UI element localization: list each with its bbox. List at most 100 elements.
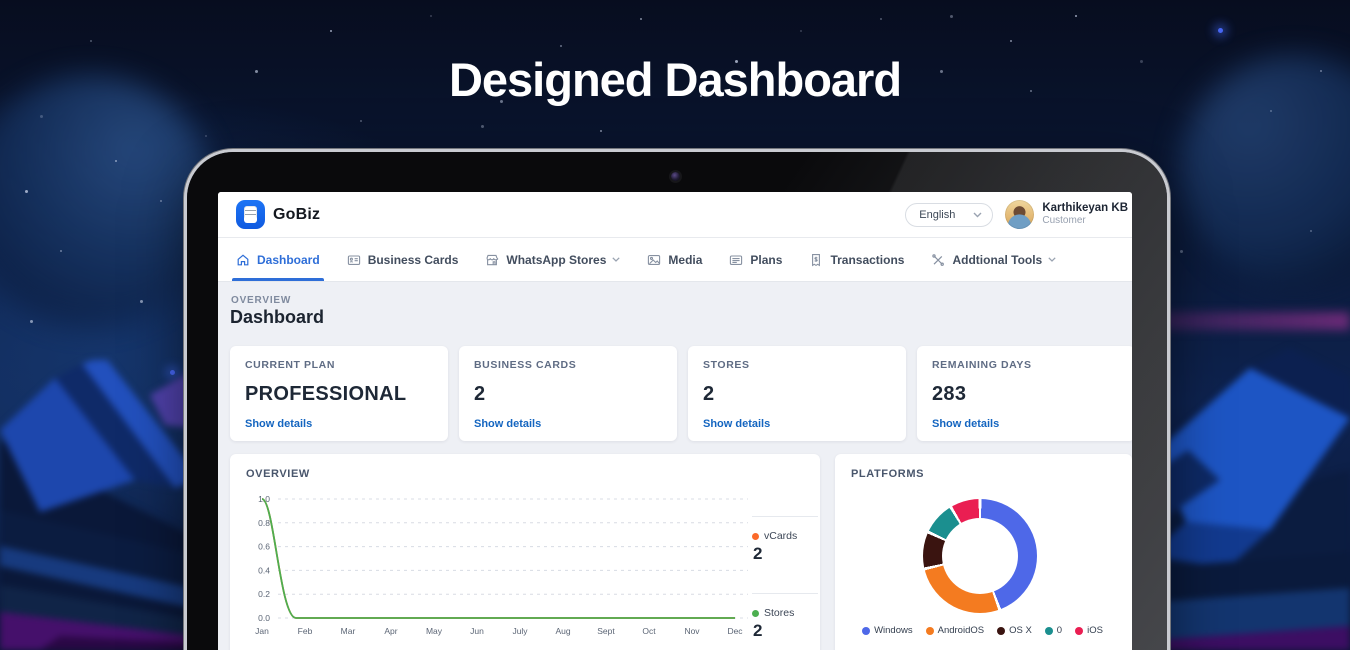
chevron-down-icon <box>1048 257 1056 262</box>
stat-card-remaining-days: REMAINING DAYS 283 Show details <box>917 346 1132 441</box>
legend-item-stores: Stores 2 <box>752 593 818 641</box>
stat-label: STORES <box>703 359 750 371</box>
plans-card-icon <box>729 253 743 267</box>
nav-item-business-cards[interactable]: Business Cards <box>347 238 459 281</box>
home-icon <box>236 253 250 267</box>
legend-label: 0 <box>1056 625 1063 636</box>
mountains-left <box>0 360 210 650</box>
nav-item-media[interactable]: Media <box>647 238 702 281</box>
avatar <box>1005 200 1035 229</box>
legend-label: OS X <box>1009 625 1032 636</box>
stat-value: 283 <box>932 383 967 405</box>
svg-text:Mar: Mar <box>341 626 356 636</box>
legend-label: iOS <box>1087 625 1103 636</box>
stat-value: PROFESSIONAL <box>245 383 407 405</box>
planet-right <box>1180 55 1350 285</box>
image-icon <box>647 253 661 267</box>
nav-item-label: Addtional Tools <box>952 252 1043 267</box>
stat-label: REMAINING DAYS <box>932 359 1032 371</box>
main-nav: Dashboard Business Cards WhatsApp Stores Me… <box>218 238 1132 282</box>
svg-text:Jan: Jan <box>255 626 269 636</box>
legend-dot <box>862 626 871 635</box>
show-details-link[interactable]: Show details <box>932 418 1000 430</box>
show-details-link[interactable]: Show details <box>245 418 313 430</box>
user-name: Karthikeyan KB <box>1042 202 1128 215</box>
legend-label: Stores <box>764 607 795 619</box>
legend-label: Windows <box>874 625 913 636</box>
platforms-chart-card: PLATFORMS Windows AndroidOS OS X 0 iOS <box>835 454 1132 650</box>
business-card-icon <box>347 253 361 267</box>
stat-card-current-plan: CURRENT PLAN PROFESSIONAL Show details <box>230 346 448 441</box>
donut-legend-item-windows: Windows <box>862 625 913 636</box>
nav-item-label: WhatsApp Stores <box>506 252 607 267</box>
svg-text:0.4: 0.4 <box>258 565 270 575</box>
dashboard-screen: GoBiz English Karthikeyan KB Customer Da… <box>218 192 1132 650</box>
legend-dot <box>1044 626 1053 635</box>
nav-item-dashboard[interactable]: Dashboard <box>232 238 324 281</box>
nav-item-label: Media <box>668 252 703 267</box>
language-value: English <box>919 208 956 221</box>
svg-text:Nov: Nov <box>684 626 700 636</box>
stats-row: CURRENT PLAN PROFESSIONAL Show details BUSI… <box>230 346 1132 441</box>
legend-dot <box>1075 626 1084 635</box>
mountains-right <box>1128 348 1350 650</box>
page-eyebrow: OVERVIEW <box>231 295 292 306</box>
nav-item-label: Business Cards <box>367 252 459 267</box>
legend-item-vcards: vCards 2 <box>752 516 818 564</box>
show-details-link[interactable]: Show details <box>703 418 771 430</box>
svg-text:1.0: 1.0 <box>258 494 270 504</box>
legend-label: vCards <box>764 530 798 542</box>
tools-icon <box>931 253 945 267</box>
donut-legend-item-0: 0 <box>1044 625 1063 636</box>
svg-text:May: May <box>426 626 443 636</box>
svg-text:Sept: Sept <box>597 626 615 636</box>
legend-value: 2 <box>753 621 763 640</box>
nav-item-label: Dashboard <box>257 252 320 267</box>
svg-text:Apr: Apr <box>384 626 397 636</box>
svg-text:Feb: Feb <box>298 626 313 636</box>
svg-text:Jun: Jun <box>470 626 484 636</box>
gobiz-logo-icon <box>236 200 265 229</box>
main-content: OVERVIEW Dashboard CURRENT PLAN PROFESSIO… <box>218 282 1132 650</box>
nav-item-plans[interactable]: Plans <box>729 238 782 281</box>
nav-item-label: Plans <box>750 252 783 267</box>
chevron-down-icon <box>973 212 982 217</box>
store-icon <box>485 253 499 267</box>
stat-card-stores: STORES 2 Show details <box>688 346 906 441</box>
planet-left <box>0 75 215 325</box>
nav-item-addtional-tools[interactable]: Addtional Tools <box>931 238 1056 281</box>
nav-item-whatsapp-stores[interactable]: WhatsApp Stores <box>485 238 621 281</box>
hero-title: Designed Dashboard <box>448 53 902 106</box>
donut-legend-item-ios: iOS <box>1075 625 1103 636</box>
legend-label: AndroidOS <box>937 625 985 636</box>
donut-legend-item-os-x: OS X <box>997 625 1032 636</box>
webcam <box>671 172 680 181</box>
legend-dot <box>925 626 934 635</box>
overview-chart-card: OVERVIEW 1.0 0.8 0.6 0.4 0.2 0.0 Jan Feb Mar Apr M… <box>230 454 820 650</box>
stat-label: BUSINESS CARDS <box>474 359 577 371</box>
receipt-icon <box>809 253 823 267</box>
svg-text:0.2: 0.2 <box>258 589 270 599</box>
nav-item-label: Transactions <box>830 252 905 267</box>
user-role: Customer <box>1042 215 1086 227</box>
stat-label: CURRENT PLAN <box>245 359 336 371</box>
legend-value: 2 <box>753 544 763 563</box>
language-select[interactable]: English <box>905 202 994 227</box>
page-title: Dashboard <box>230 307 325 327</box>
magenta-glow <box>1120 312 1350 330</box>
brand-logo[interactable]: GoBiz <box>236 200 320 229</box>
show-details-link[interactable]: Show details <box>474 418 542 430</box>
legend-dot <box>752 609 759 617</box>
user-menu[interactable]: Karthikeyan KB Customer <box>1005 200 1128 229</box>
donut-legend: Windows AndroidOS OS X 0 iOS <box>835 625 1130 636</box>
laptop-mockup: GoBiz English Karthikeyan KB Customer Da… <box>187 152 1167 650</box>
app-header: GoBiz English Karthikeyan KB Customer <box>218 192 1132 238</box>
line-chart-legend: vCards 2 Stores 2 <box>752 454 818 641</box>
svg-text:0.0: 0.0 <box>258 613 270 623</box>
legend-dot <box>997 626 1006 635</box>
brand-name: GoBiz <box>273 205 321 223</box>
charts-row: OVERVIEW 1.0 0.8 0.6 0.4 0.2 0.0 Jan Feb Mar Apr M… <box>230 454 1132 650</box>
nav-item-transactions[interactable]: Transactions <box>809 238 904 281</box>
stat-value: 2 <box>474 383 486 405</box>
